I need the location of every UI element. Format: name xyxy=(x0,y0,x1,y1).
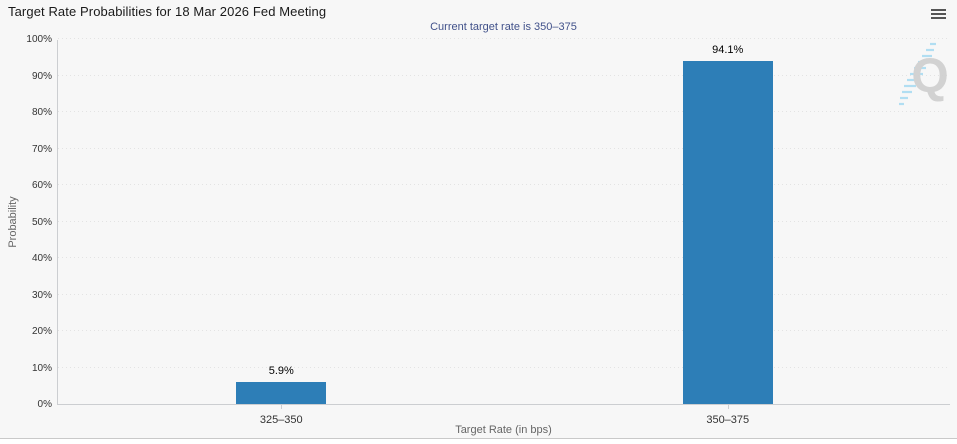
gridline-30 xyxy=(58,293,950,295)
bar-value-label-325–350: 5.9% xyxy=(268,365,294,378)
gridline-20 xyxy=(58,330,950,331)
plot-area: 5.9% 325–350 94.1% 350–375 xyxy=(57,38,950,426)
y-axis-tick-label-60: 60% xyxy=(31,180,52,191)
gridline-50 xyxy=(58,220,950,222)
y-axis-tick-label-90: 90% xyxy=(31,70,52,82)
y-axis-tick-label-50: 50% xyxy=(31,216,52,228)
y-axis-tick-label-70: 70% xyxy=(31,143,52,155)
x-axis-category-label-325–350: 325–350 xyxy=(259,414,303,426)
chart-subtitle: Current target rate is 350–375 xyxy=(430,21,577,33)
y-axis-tick-label-40: 40% xyxy=(31,253,52,264)
gridline-80 xyxy=(58,111,950,112)
svg-text:Q: Q xyxy=(911,50,948,103)
y-axis-tick-label-80: 80% xyxy=(31,107,52,118)
gridline-100 xyxy=(58,38,950,39)
x-axis-category-label-350–375: 350–375 xyxy=(706,414,750,426)
y-axis-tick-label-0: 0% xyxy=(37,399,52,410)
chart-title: Target Rate Probabilities for 18 Mar 202… xyxy=(8,4,327,19)
y-axis-tick-label-20: 20% xyxy=(31,326,52,337)
gridline-60 xyxy=(58,184,950,185)
y-axis-tick-label-100: 100% xyxy=(26,34,52,45)
chart-context-menu-button[interactable] xyxy=(926,3,950,25)
bar-325–350[interactable] xyxy=(236,382,327,404)
watermark-q-logo: Q xyxy=(899,42,949,106)
gridline-90 xyxy=(58,74,950,76)
y-axis-tick-label-30: 30% xyxy=(31,289,52,301)
y-axis-tick-label-10: 10% xyxy=(31,362,52,374)
x-axis-title: Target Rate (in bps) xyxy=(455,424,552,436)
gridline-10 xyxy=(58,366,950,368)
gridline-40 xyxy=(58,257,950,258)
x-axis-tick-mark xyxy=(281,405,283,409)
hamburger-menu-icon xyxy=(930,7,946,21)
x-axis-tick-mark xyxy=(727,405,729,409)
bar-value-label-350–375: 94.1% xyxy=(712,43,744,56)
gridline-70 xyxy=(58,147,950,149)
bar-350–375[interactable] xyxy=(682,60,773,404)
